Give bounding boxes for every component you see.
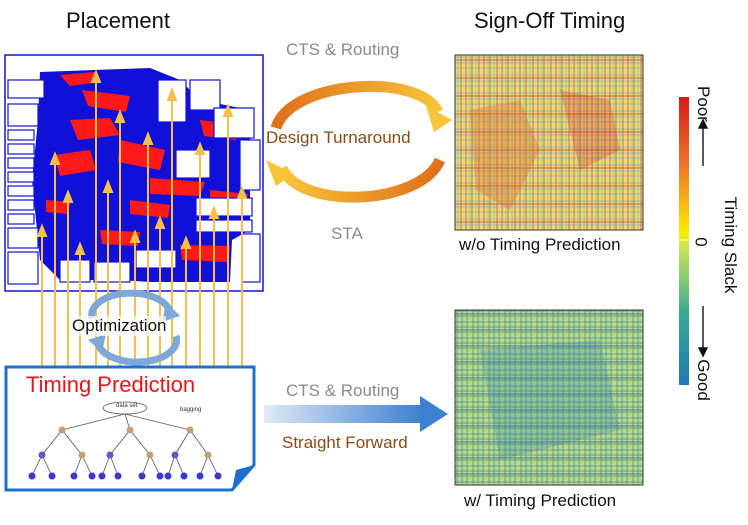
prediction-panel xyxy=(4,365,256,492)
decision-tree xyxy=(31,401,219,477)
loop-top-label: CTS & Routing xyxy=(286,40,400,59)
colorbar-axis-label: Timing Slack xyxy=(721,196,740,294)
colorbar-good-label: Good xyxy=(694,359,713,401)
placement-title: Placement xyxy=(66,8,170,33)
loop-bottom-label: STA xyxy=(331,224,363,243)
optimization-label: Optimization xyxy=(72,316,167,336)
tree-right-label: bagging xyxy=(180,407,202,413)
straight-forward-arrow xyxy=(264,396,448,432)
loop-center-label: Design Turnaround xyxy=(266,128,411,147)
signoff-title: Sign-Off Timing xyxy=(474,8,626,33)
forward-top-label: CTS & Routing xyxy=(286,381,400,400)
timing-map-without xyxy=(454,54,644,231)
colorbar-zero-label: 0 xyxy=(691,237,711,247)
optimization-cycle-icon xyxy=(88,289,181,366)
colorbar-direction-arrows xyxy=(697,118,709,358)
forward-bottom-label: Straight Forward xyxy=(282,433,408,452)
prediction-title: Timing Prediction xyxy=(26,372,196,397)
design-turnaround-loop xyxy=(266,81,452,203)
placement-layout xyxy=(4,54,264,292)
tree-root-label: data set xyxy=(116,403,138,409)
tree-nodes xyxy=(28,426,222,480)
slack-colorbar xyxy=(678,97,690,385)
caption-with: w/ Timing Prediction xyxy=(464,491,617,510)
colorbar-poor-label: Poor xyxy=(694,86,713,122)
caption-without: w/o Timing Prediction xyxy=(459,235,621,254)
timing-map-with xyxy=(454,309,644,486)
